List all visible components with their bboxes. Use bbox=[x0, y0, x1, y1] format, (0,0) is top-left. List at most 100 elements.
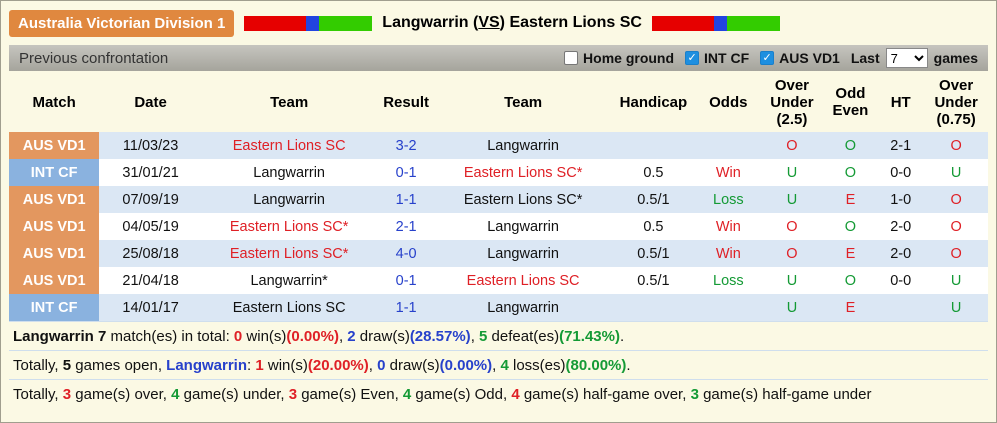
over-under-25-cell: U bbox=[786, 272, 798, 289]
match-badge: AUS VD1 bbox=[9, 267, 100, 295]
result-cell: 3-2 bbox=[395, 137, 417, 154]
date-cell: 04/05/19 bbox=[122, 218, 179, 235]
column-header-over-under-0-75: Over Under (0.75) bbox=[934, 77, 978, 128]
home-team-name: Langwarrin bbox=[382, 14, 469, 31]
summary-segment: game(s) half-game over, bbox=[519, 386, 691, 404]
last-games-select[interactable]: 7 bbox=[885, 48, 928, 68]
section-toolbar: Previous confrontation Home ground ✓ INT C… bbox=[9, 45, 988, 71]
odd-even-cell: E bbox=[845, 299, 856, 316]
summary-segment: (0.00%) bbox=[439, 357, 493, 375]
filter-aus-vd1[interactable]: ✓ AUS VD1 bbox=[760, 50, 840, 66]
summary-segment: 2 bbox=[347, 328, 356, 346]
odds-cell bbox=[697, 294, 761, 321]
page-header: Australia Victorian Division 1 Langwarri… bbox=[9, 8, 988, 38]
filter-home-ground[interactable]: Home ground bbox=[564, 50, 674, 66]
over-under-25-cell: U bbox=[786, 299, 798, 316]
unchecked-checkbox-icon[interactable] bbox=[564, 51, 579, 65]
column-header-odd-even: Odd Even bbox=[832, 85, 869, 120]
summary-segment: . bbox=[626, 357, 631, 375]
over-under-075-cell: U bbox=[950, 272, 962, 289]
summary-segment: (80.00%) bbox=[565, 357, 627, 375]
column-header-team: Team bbox=[504, 93, 543, 111]
match-badge: AUS VD1 bbox=[9, 240, 100, 268]
column-header-match: Match bbox=[32, 93, 76, 111]
last-games-group: Last 7 games bbox=[851, 48, 978, 68]
ht-cell: 1-0 bbox=[890, 191, 912, 208]
summary-segment: (20.00%) bbox=[307, 357, 369, 375]
summary-segment: 0 bbox=[377, 357, 386, 375]
home-team-cell: Langwarrin bbox=[253, 191, 325, 208]
summary-segment: (71.43%) bbox=[559, 328, 620, 346]
flag-bar-segment bbox=[651, 15, 714, 31]
date-cell: 21/04/18 bbox=[122, 272, 179, 289]
summary-segment: . bbox=[619, 328, 625, 346]
summary-segment: draw(s) bbox=[355, 328, 410, 346]
result-cell: 0-1 bbox=[395, 164, 417, 181]
away-team-cell: Eastern Lions SC bbox=[466, 272, 580, 289]
odds-cell: Loss bbox=[713, 272, 744, 289]
summary-segment: 7 bbox=[98, 328, 107, 346]
column-header-over-under-2-5: Over Under (2.5) bbox=[770, 77, 814, 128]
handicap-cell bbox=[610, 294, 696, 321]
checked-checkbox-icon[interactable]: ✓ bbox=[760, 51, 775, 65]
summary-segment: Langwarrin bbox=[13, 328, 99, 346]
home-team-cell: Eastern Lions SC bbox=[232, 137, 346, 154]
summary-segment: win(s) bbox=[242, 328, 287, 346]
over-under-075-cell: O bbox=[950, 191, 962, 208]
home-team-cell: Langwarrin bbox=[253, 164, 325, 181]
match-title: Langwarrin VS Eastern Lions SC bbox=[382, 14, 642, 32]
summary-segment: win(s) bbox=[263, 357, 308, 375]
results-table-body: AUS VD1 11/03/23 Eastern Lions SC 3-2 Langwa… bbox=[9, 132, 988, 322]
odd-even-cell: E bbox=[845, 245, 856, 262]
column-header-team: Team bbox=[270, 93, 309, 111]
filter-int-cf[interactable]: ✓ INT CF bbox=[685, 50, 749, 66]
summary-segment: game(s) Even, bbox=[297, 386, 403, 404]
odd-even-cell: O bbox=[844, 164, 857, 181]
away-team-cell: Langwarrin bbox=[487, 245, 559, 262]
home-team-cell: Eastern Lions SC* bbox=[229, 218, 349, 235]
summary-segment: , bbox=[368, 357, 378, 375]
summary-line: Langwarrin 7 match(es) in total: 0 win(s… bbox=[9, 321, 988, 350]
match-row: AUS VD1 04/05/19 Eastern Lions SC* 2-1 Langw… bbox=[9, 213, 988, 241]
over-under-075-cell: O bbox=[950, 218, 962, 235]
result-cell: 4-0 bbox=[395, 245, 417, 262]
flag-bar-segment bbox=[306, 15, 320, 31]
match-badge: AUS VD1 bbox=[9, 213, 100, 241]
date-cell: 11/03/23 bbox=[122, 137, 179, 154]
summary-segment: Totally, bbox=[13, 386, 63, 404]
summary-segment: : bbox=[247, 357, 256, 375]
summary-section: Langwarrin 7 match(es) in total: 0 win(s… bbox=[9, 321, 988, 408]
filter-label: Home ground bbox=[583, 50, 675, 66]
away-team-cell: Langwarrin bbox=[487, 218, 559, 235]
match-row: AUS VD1 07/09/19 Langwarrin 1-1 Eastern Lion… bbox=[9, 186, 988, 214]
handicap-cell: 0.5/1 bbox=[637, 191, 670, 208]
ht-cell: 0-0 bbox=[890, 164, 912, 181]
summary-segment: , bbox=[492, 357, 501, 375]
handicap-cell: 0.5/1 bbox=[637, 272, 670, 289]
flag-bar-segment bbox=[244, 15, 307, 31]
over-under-25-cell: U bbox=[786, 164, 798, 181]
ht-cell: 2-0 bbox=[890, 218, 912, 235]
away-team-cell: Eastern Lions SC* bbox=[463, 191, 583, 208]
home-team-cell: Eastern Lions SC bbox=[232, 299, 346, 316]
odds-cell: Loss bbox=[713, 191, 744, 208]
checked-checkbox-icon[interactable]: ✓ bbox=[685, 51, 700, 65]
column-header-odds: Odds bbox=[709, 93, 748, 111]
odds-cell: Win bbox=[715, 245, 741, 262]
away-team-cell: Eastern Lions SC* bbox=[463, 164, 583, 181]
handicap-cell: 0.5 bbox=[643, 164, 664, 181]
summary-segment: (0.00%) bbox=[286, 328, 339, 346]
column-header-date: Date bbox=[134, 93, 167, 111]
summary-segment: , bbox=[470, 328, 480, 346]
summary-segment: 3 bbox=[288, 386, 298, 404]
home-team-cell: Eastern Lions SC* bbox=[229, 245, 349, 262]
summary-segment: games open, bbox=[71, 357, 167, 375]
handicap-cell bbox=[610, 132, 696, 159]
odd-even-cell: E bbox=[845, 191, 856, 208]
odds-cell: Win bbox=[715, 164, 741, 181]
odd-even-cell: O bbox=[844, 137, 857, 154]
summary-segment: defeat(es) bbox=[487, 328, 560, 346]
summary-segment: Langwarrin bbox=[166, 357, 248, 375]
summary-segment: 5 bbox=[62, 357, 72, 375]
